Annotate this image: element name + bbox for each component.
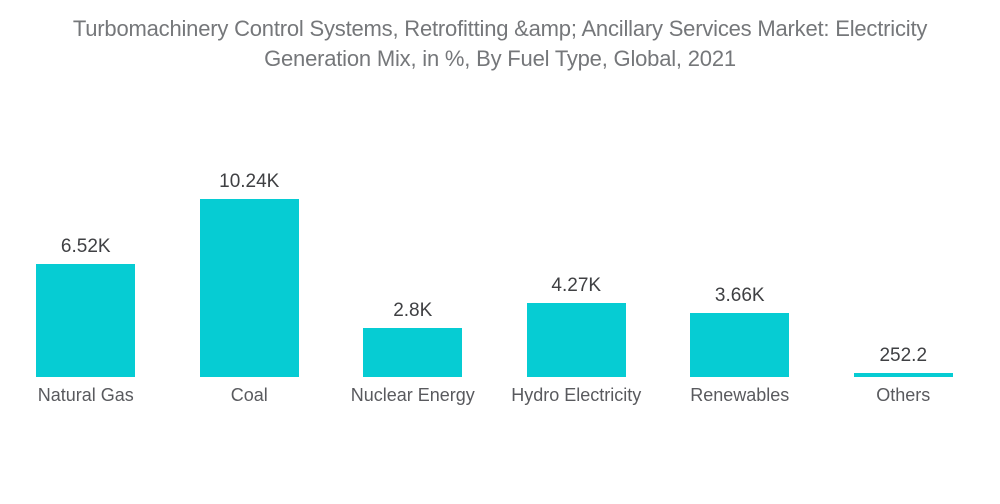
bar-column-renewables: 3.66K Renewables [658, 0, 822, 406]
bar-column-nuclear-energy: 2.8K Nuclear Energy [331, 0, 495, 406]
bar-value-label-hydro-electricity: 4.27K [551, 275, 602, 296]
bar-area-natural-gas: 6.52K [4, 0, 168, 377]
bar-nuclear-energy[interactable] [363, 328, 463, 377]
bar-area-coal: 10.24K [168, 0, 332, 377]
chart-title-line2: Generation Mix, in %, By Fuel Type, Glob… [264, 46, 736, 71]
chart-title: Turbomachinery Control Systems, Retrofit… [0, 14, 1000, 74]
bar-area-others: 252.2 [822, 0, 986, 377]
bar-area-nuclear-energy: 2.8K [331, 0, 495, 377]
bar-hydro-electricity[interactable] [526, 303, 626, 377]
chart-title-line1: Turbomachinery Control Systems, Retrofit… [72, 16, 928, 41]
bar-value-label-natural-gas: 6.52K [60, 236, 111, 257]
category-label-others: Others [876, 385, 931, 405]
category-label-hydro-electricity: Hydro Electricity [511, 385, 642, 405]
bar-value-label-coal: 10.24K [219, 171, 280, 192]
bar-natural-gas[interactable] [36, 264, 136, 377]
bar-chart-plot-area: 6.52K Natural Gas 10.24K Coal 2.8K Nuclear En… [4, 0, 985, 406]
bar-value-label-others: 252.2 [879, 345, 928, 366]
category-label-renewables: Renewables [690, 385, 790, 405]
bar-column-hydro-electricity: 4.27K Hydro Electricity [495, 0, 659, 406]
bar-area-hydro-electricity: 4.27K [495, 0, 659, 377]
bar-value-label-renewables: 3.66K [714, 285, 765, 306]
category-label-natural-gas: Natural Gas [37, 385, 134, 405]
bar-value-label-nuclear-energy: 2.8K [393, 300, 433, 321]
category-label-nuclear-energy: Nuclear Energy [350, 385, 475, 405]
bar-column-others: 252.2 Others [822, 0, 986, 406]
category-label-coal: Coal [230, 385, 268, 405]
bar-coal[interactable] [199, 199, 299, 377]
bar-column-coal: 10.24K Coal [168, 0, 332, 406]
bar-renewables[interactable] [690, 313, 790, 377]
bar-area-renewables: 3.66K [658, 0, 822, 377]
bar-column-natural-gas: 6.52K Natural Gas [4, 0, 168, 406]
bar-others[interactable] [853, 373, 953, 377]
